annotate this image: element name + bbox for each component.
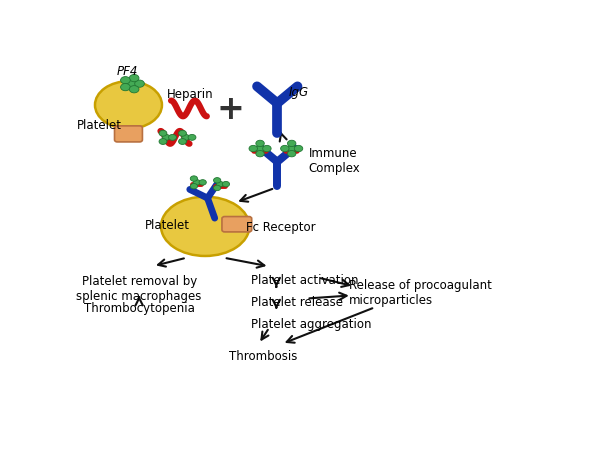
Circle shape — [135, 80, 145, 87]
Text: PF4: PF4 — [117, 65, 138, 77]
Circle shape — [287, 150, 296, 157]
Circle shape — [217, 181, 224, 187]
Circle shape — [256, 145, 265, 152]
Circle shape — [121, 77, 130, 84]
Circle shape — [287, 145, 296, 152]
Circle shape — [249, 145, 257, 152]
Text: Thrombosis: Thrombosis — [229, 350, 298, 363]
Circle shape — [223, 181, 230, 187]
Circle shape — [287, 140, 296, 147]
Text: Heparin: Heparin — [167, 88, 213, 101]
FancyBboxPatch shape — [222, 217, 252, 232]
Text: IgG: IgG — [289, 86, 309, 99]
Text: Fc Receptor: Fc Receptor — [245, 221, 315, 233]
Circle shape — [190, 176, 197, 181]
Circle shape — [179, 139, 187, 145]
Text: +: + — [217, 92, 245, 125]
Circle shape — [294, 145, 303, 152]
Text: Platelet: Platelet — [77, 119, 122, 132]
Circle shape — [263, 145, 271, 152]
Text: Platelet aggregation: Platelet aggregation — [251, 318, 371, 331]
Circle shape — [127, 80, 137, 87]
FancyBboxPatch shape — [115, 126, 142, 142]
Text: Platelet release: Platelet release — [251, 296, 343, 309]
Circle shape — [169, 135, 176, 140]
Ellipse shape — [95, 81, 162, 129]
Text: Immune
Complex: Immune Complex — [308, 147, 360, 175]
Text: Platelet activation: Platelet activation — [251, 274, 358, 287]
Circle shape — [179, 130, 187, 136]
Text: Release of procoagulant
microparticles: Release of procoagulant microparticles — [349, 280, 492, 307]
Circle shape — [159, 130, 167, 136]
Circle shape — [214, 178, 221, 183]
Circle shape — [256, 150, 265, 157]
Circle shape — [130, 74, 139, 82]
Circle shape — [130, 86, 139, 93]
Text: Platelet removal by
splenic macrophages: Platelet removal by splenic macrophages — [76, 275, 202, 303]
Circle shape — [159, 139, 167, 145]
Circle shape — [199, 180, 206, 185]
Circle shape — [214, 185, 221, 191]
Text: Platelet: Platelet — [145, 219, 190, 232]
Circle shape — [193, 180, 200, 185]
Circle shape — [121, 83, 130, 91]
Ellipse shape — [161, 197, 250, 256]
Circle shape — [256, 140, 265, 147]
Circle shape — [281, 145, 289, 152]
Circle shape — [182, 135, 190, 140]
Circle shape — [162, 135, 170, 140]
Circle shape — [188, 135, 196, 140]
Circle shape — [190, 183, 197, 189]
Text: Thrombocytopenia: Thrombocytopenia — [84, 302, 194, 315]
